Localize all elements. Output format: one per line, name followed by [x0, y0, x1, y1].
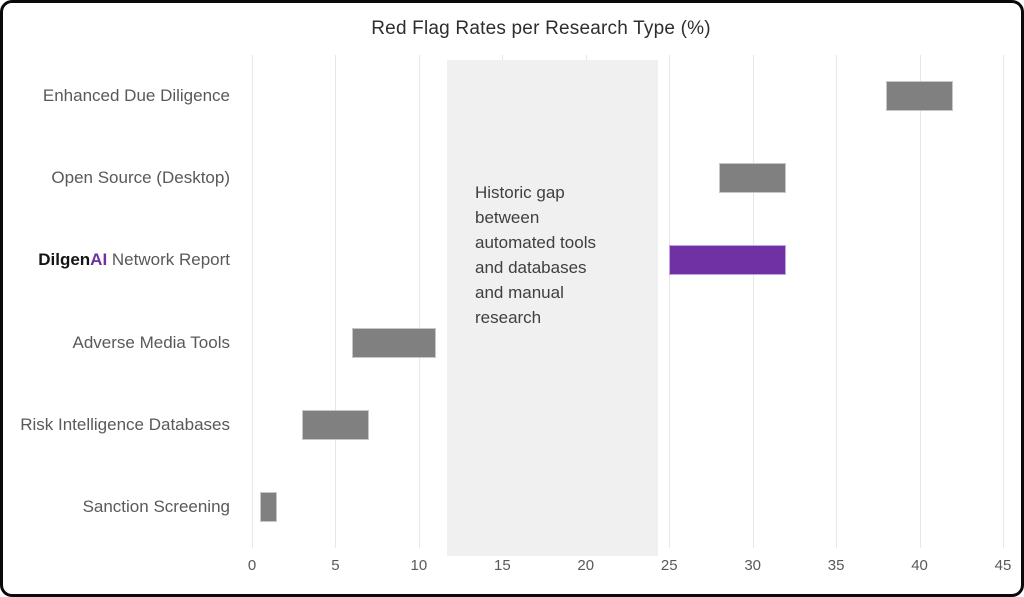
gridline-45 — [1003, 55, 1004, 548]
x-tick-label-45: 45 — [994, 557, 1012, 574]
gridline-10 — [418, 55, 420, 548]
historic-gap-band — [447, 60, 658, 556]
row-label-open-source-desktop: Open Source (Desktop) — [51, 168, 230, 188]
annotation-line: between — [475, 208, 540, 227]
annotation-line: research — [475, 308, 542, 327]
x-tick-label-30: 30 — [744, 557, 761, 574]
historic-gap-annotation: Historic gap between automated tools and da… — [475, 180, 596, 330]
x-tick-label-10: 10 — [410, 557, 428, 574]
annotation-line: and databases — [475, 258, 587, 277]
gridline-25 — [669, 55, 671, 548]
x-tick-label-25: 25 — [660, 557, 678, 574]
bar-risk-intelligence-databases — [302, 409, 369, 440]
gridline-30 — [752, 55, 754, 548]
row-label-sanction-screening: Sanction Screening — [82, 496, 230, 516]
gridline-40 — [919, 55, 921, 548]
annotation-line: Historic gap — [475, 183, 565, 202]
bar-open-source-desktop — [719, 163, 787, 194]
row-label-part-brand-purple: AI — [90, 250, 108, 270]
annotation-line: and manual — [475, 283, 564, 302]
x-tick-label-35: 35 — [827, 557, 845, 574]
row-label-part-brand-black: Dilgen — [38, 250, 91, 270]
row-label-part-plain: Network Report — [107, 250, 230, 270]
gridline-35 — [836, 55, 838, 548]
row-label-risk-intelligence-databases: Risk Intelligence Databases — [20, 414, 230, 434]
row-label-adverse-media-tools: Adverse Media Tools — [72, 332, 231, 352]
x-tick-label-40: 40 — [911, 557, 928, 574]
row-label-enhanced-due-diligence: Enhanced Due Diligence — [42, 86, 230, 106]
row-label-dilgenai-network-report: DilgenAI Network Report — [38, 249, 230, 271]
x-tick-label-20: 20 — [577, 557, 595, 574]
x-tick-label-15: 15 — [493, 557, 511, 574]
bar-dilgenai-network-report — [669, 245, 787, 276]
bar-sanction-screening — [260, 491, 278, 522]
bar-adverse-media-tools — [352, 327, 436, 358]
chart-title: Red Flag Rates per Research Type (%) — [371, 18, 711, 39]
annotation-line: automated tools — [475, 233, 596, 252]
x-tick-label-0: 0 — [247, 557, 257, 574]
gridline-5 — [335, 55, 337, 548]
x-tick-label-5: 5 — [331, 557, 340, 574]
bar-enhanced-due-diligence — [886, 81, 953, 112]
gridline-0 — [252, 55, 253, 548]
